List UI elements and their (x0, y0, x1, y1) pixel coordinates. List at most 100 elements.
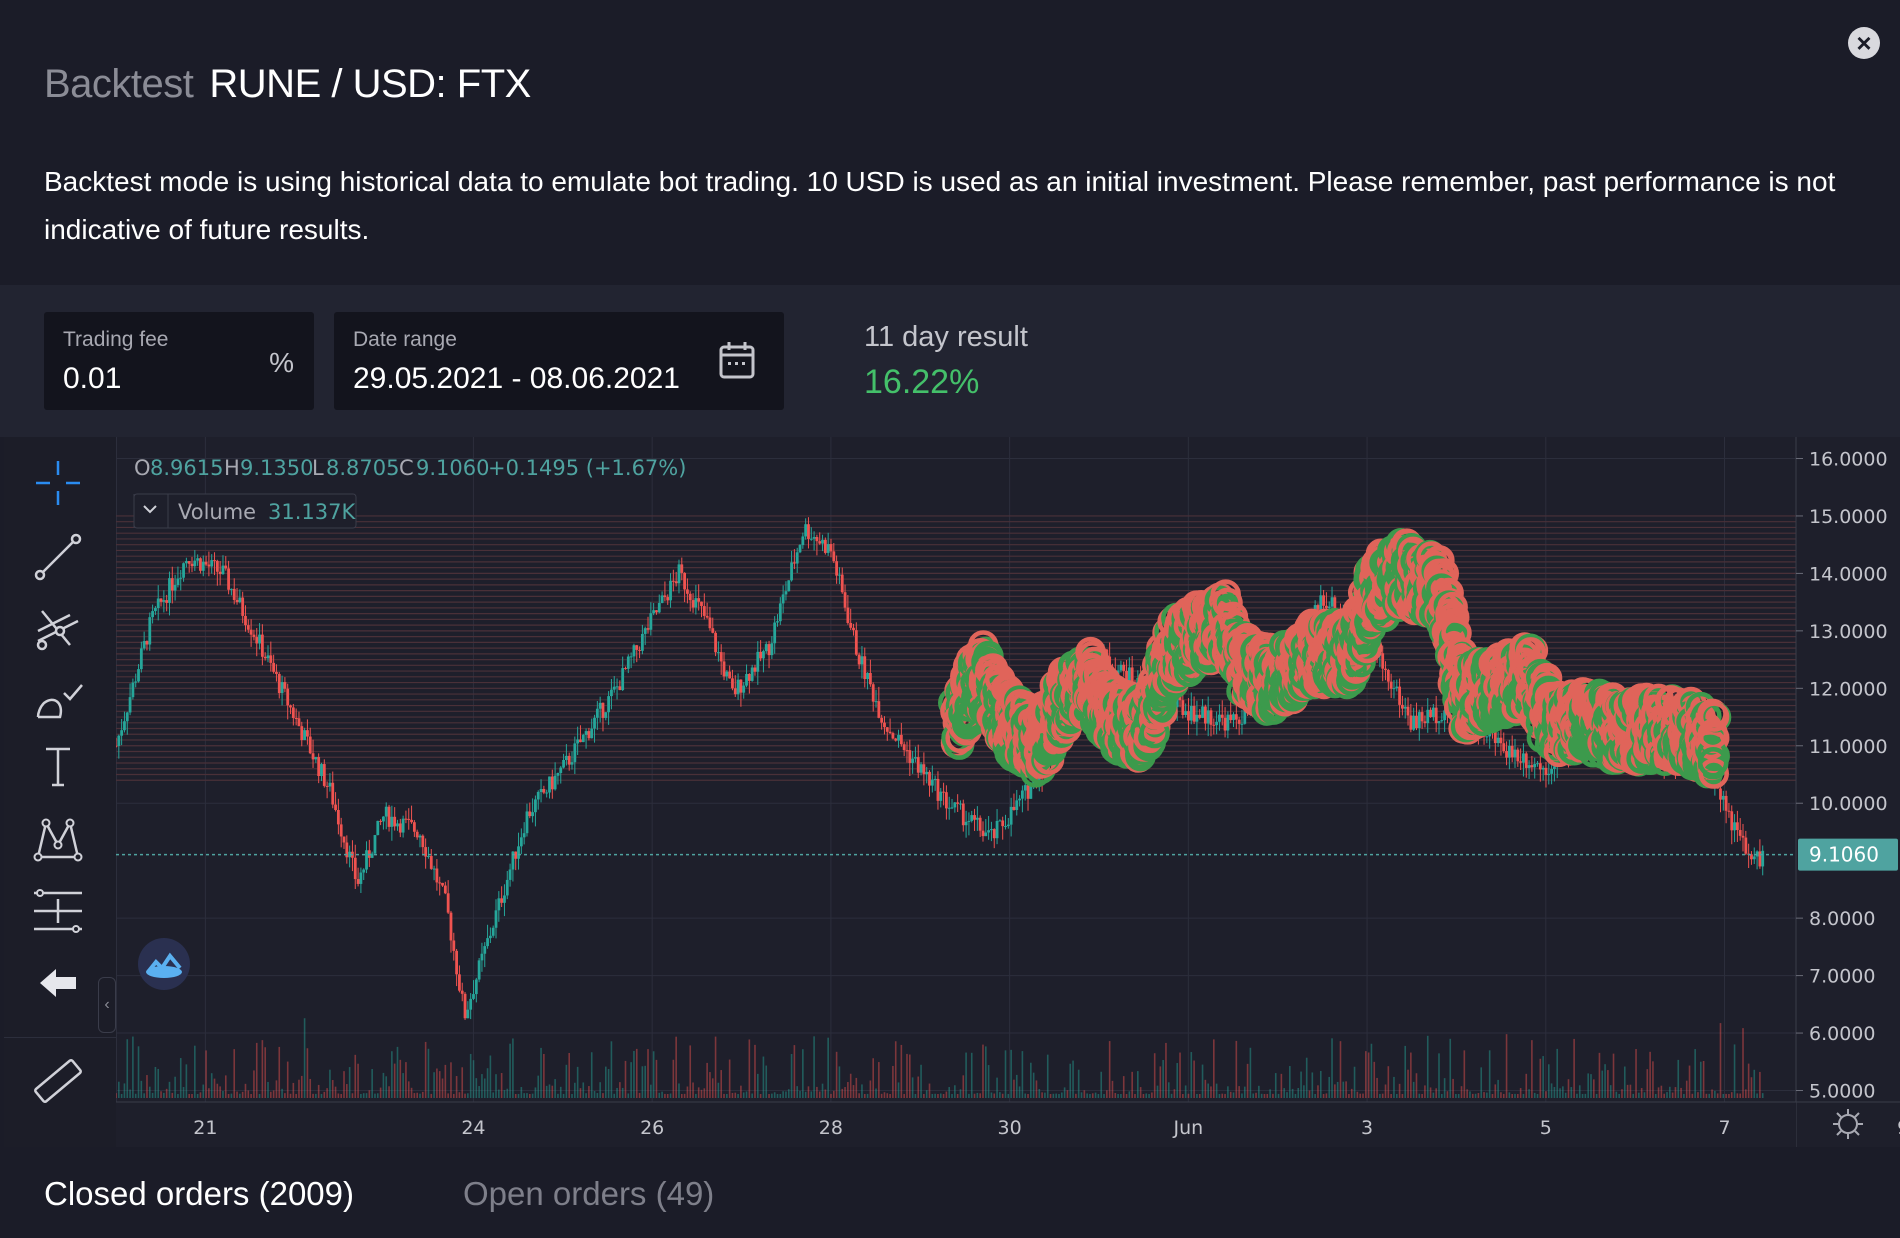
chart-settings-icon[interactable] (1833, 1109, 1863, 1139)
candle-body (1519, 761, 1523, 763)
candle-body (990, 829, 993, 831)
calendar-icon[interactable] (718, 340, 756, 380)
candle-body (469, 998, 473, 1010)
volume-bar (796, 1086, 799, 1098)
volume-bar (1125, 1093, 1128, 1098)
candle-body (1212, 724, 1216, 726)
volume-bar (236, 1091, 238, 1098)
volume-bar (1063, 1087, 1066, 1098)
volume-bar (492, 1092, 494, 1098)
crosshair-icon[interactable] (30, 457, 86, 509)
volume-bar (596, 1093, 599, 1098)
volume-bar (419, 1093, 421, 1098)
candle-body (1237, 719, 1241, 724)
volume-bar (239, 1093, 241, 1098)
measure-icon[interactable] (30, 885, 86, 937)
ruler-icon[interactable] (30, 1055, 86, 1107)
volume-bar (312, 1093, 314, 1098)
page-title: Backtest RUNE / USD: FTX (44, 62, 531, 107)
candle-body (801, 536, 805, 546)
candle-body (401, 818, 405, 833)
volume-bar (1266, 1093, 1269, 1098)
volume-bar (917, 1076, 920, 1098)
volume-bar (188, 1093, 190, 1098)
volume-bar (1027, 1093, 1029, 1098)
candle-body (959, 803, 962, 805)
candle-body (215, 560, 219, 572)
volume-bar (165, 1088, 168, 1098)
volume-bar (354, 1054, 357, 1098)
volume-bar (1207, 1083, 1209, 1098)
tab-closed-orders[interactable]: Closed orders (2009) (44, 1175, 354, 1212)
candle-body (148, 617, 152, 645)
candle-body (460, 990, 464, 994)
volume-bar (1455, 1094, 1457, 1098)
volume-bar (163, 1092, 165, 1098)
volume-bar (790, 1053, 793, 1098)
candle-body (379, 820, 382, 822)
volume-bar (1581, 1093, 1584, 1098)
candle-body (168, 578, 171, 603)
volume-bar (925, 1090, 928, 1098)
volume-bar (886, 1093, 889, 1098)
volume-bar (1232, 1092, 1235, 1098)
volume-bar (1001, 1093, 1004, 1098)
candle-body (519, 837, 523, 847)
volume-bar (1607, 1070, 1609, 1098)
candle-body (435, 868, 439, 883)
volume-bar (323, 1091, 326, 1098)
candle-body (939, 791, 943, 801)
volume-bar (1488, 1050, 1491, 1098)
date-range-field[interactable]: Date range 29.05.2021 - 08.06.2021 (334, 312, 784, 410)
candle-body (640, 633, 644, 651)
volume-bar (1083, 1090, 1086, 1098)
candle-body (593, 717, 596, 729)
volume-bar (199, 1092, 202, 1098)
volume-bar (1305, 1057, 1308, 1098)
volume-bar (650, 1084, 652, 1098)
trading-fee-value[interactable]: 0.01 (63, 362, 122, 395)
volume-bar (802, 1049, 804, 1098)
volume-bar (1041, 1092, 1043, 1098)
volume-legend[interactable]: Volume 31.137K (133, 493, 357, 529)
price-tick-label: 10.0000 (1809, 793, 1888, 815)
candle-body (767, 644, 771, 656)
candle-body (705, 615, 709, 618)
text-icon[interactable] (30, 741, 86, 793)
close-button[interactable]: × (1848, 27, 1880, 59)
candle-body (714, 632, 717, 653)
volume-bar (863, 1093, 866, 1098)
candle-body (1201, 706, 1204, 718)
candle-body (154, 608, 157, 612)
time-axis[interactable]: 21 24 26 28 30 Jun 3 5 7 9 (193, 1117, 1900, 1139)
date-range-value[interactable]: 29.05.2021 - 08.06.2021 (353, 362, 680, 395)
candle-body (412, 822, 416, 832)
volume-bar (627, 1093, 630, 1098)
trend-line-icon[interactable] (30, 531, 86, 583)
fib-tool-icon[interactable] (30, 601, 86, 653)
volume-bar (1061, 1092, 1063, 1098)
pattern-icon[interactable] (30, 813, 86, 865)
price-axis[interactable]: 16.0000 15.0000 14.0000 13.0000 12.0000 11.00… (1796, 448, 1888, 1103)
candle-body (1401, 704, 1404, 709)
candle-body (1544, 767, 1548, 776)
tab-open-orders[interactable]: Open orders (49) (463, 1175, 715, 1212)
volume-bar (832, 1090, 835, 1098)
candle-body (514, 851, 518, 859)
price-chart-panel[interactable]: ‹ 16.0000 15.0000 14.0000 13.0000 12.0000 11.… (4, 437, 1900, 1147)
trading-fee-field[interactable]: Trading fee 0.01 % (44, 312, 314, 410)
volume-bar (1705, 1093, 1708, 1098)
volume-bar (849, 1073, 852, 1098)
candle-body (429, 855, 433, 869)
back-arrow-icon[interactable] (30, 957, 86, 1009)
toolbar-collapse-toggle[interactable]: ‹ (98, 977, 116, 1033)
candle-body (376, 820, 380, 836)
volume-bar (430, 1093, 433, 1098)
candlestick-chart[interactable]: 16.0000 15.0000 14.0000 13.0000 12.0000 11.00… (116, 437, 1900, 1147)
volume-bar (878, 1062, 880, 1098)
volume-bar (160, 1091, 162, 1098)
candle-body (1744, 837, 1748, 854)
brush-icon[interactable] (30, 673, 86, 725)
volume-bar (1438, 1053, 1440, 1098)
volume-bar (495, 1074, 497, 1098)
